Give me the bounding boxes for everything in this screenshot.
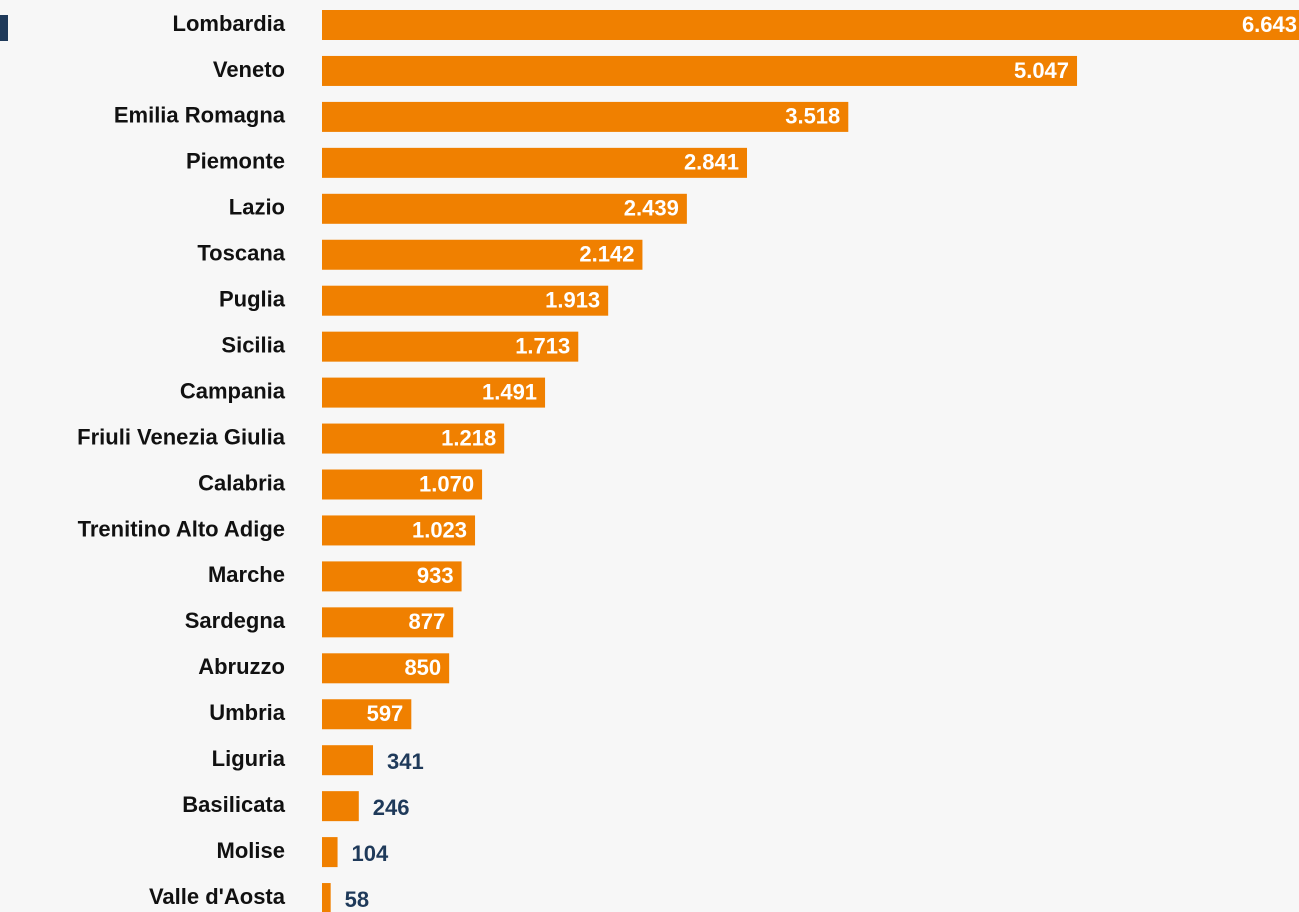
bar bbox=[322, 285, 609, 316]
category-label: Veneto bbox=[213, 57, 285, 82]
bar bbox=[322, 239, 643, 270]
category-label: Trenitino Alto Adige bbox=[78, 516, 285, 541]
value-label: 2.439 bbox=[624, 196, 679, 221]
bar bbox=[322, 469, 483, 500]
category-label: Toscana bbox=[197, 241, 285, 266]
value-label: 3.518 bbox=[785, 104, 840, 129]
bar bbox=[322, 423, 505, 454]
bar bbox=[322, 10, 1299, 40]
category-label: Friuli Venezia Giulia bbox=[77, 424, 286, 449]
category-label: Molise bbox=[217, 838, 285, 863]
bar bbox=[322, 653, 450, 684]
category-label: Puglia bbox=[219, 287, 286, 312]
value-label: 1.713 bbox=[515, 333, 570, 358]
bar bbox=[322, 147, 748, 178]
category-label: Lazio bbox=[229, 195, 285, 220]
category-label: Lombardia bbox=[173, 11, 286, 36]
value-label: 58 bbox=[345, 887, 369, 912]
value-label: 1.023 bbox=[412, 517, 467, 542]
category-label: Valle d'Aosta bbox=[149, 884, 286, 909]
bar bbox=[322, 699, 412, 730]
category-label: Sardegna bbox=[185, 608, 286, 633]
bar bbox=[322, 55, 1078, 86]
category-label: Umbria bbox=[209, 700, 286, 725]
bar bbox=[322, 561, 462, 592]
value-label: 1.218 bbox=[441, 425, 496, 450]
value-label: 850 bbox=[404, 655, 441, 680]
category-label: Campania bbox=[180, 378, 286, 403]
bar bbox=[322, 837, 338, 868]
category-label: Marche bbox=[208, 562, 285, 587]
category-label: Abruzzo bbox=[198, 654, 285, 679]
bar bbox=[322, 193, 687, 224]
corner-marker bbox=[0, 15, 8, 41]
bar bbox=[322, 331, 579, 362]
value-label: 6.643 bbox=[1242, 12, 1297, 37]
value-label: 1.070 bbox=[419, 471, 474, 496]
category-label: Liguria bbox=[212, 746, 286, 771]
value-label: 597 bbox=[367, 701, 404, 726]
value-label: 877 bbox=[408, 609, 445, 634]
category-label: Sicilia bbox=[221, 332, 285, 357]
value-label: 341 bbox=[387, 749, 424, 774]
bar bbox=[322, 607, 454, 638]
bar bbox=[322, 515, 476, 546]
bar bbox=[322, 101, 849, 132]
value-label: 104 bbox=[352, 841, 389, 866]
value-label: 246 bbox=[373, 795, 410, 820]
bar bbox=[322, 745, 374, 776]
category-label: Piemonte bbox=[186, 149, 285, 174]
bar bbox=[322, 883, 331, 912]
value-label: 5.047 bbox=[1014, 58, 1069, 83]
category-label: Emilia Romagna bbox=[114, 103, 286, 128]
value-label: 2.841 bbox=[684, 150, 739, 175]
value-label: 1.913 bbox=[545, 288, 600, 313]
value-label: 2.142 bbox=[579, 242, 634, 267]
value-label: 1.491 bbox=[482, 379, 537, 404]
bar bbox=[322, 791, 359, 822]
category-label: Basilicata bbox=[182, 792, 285, 817]
value-label: 933 bbox=[417, 563, 454, 588]
category-label: Calabria bbox=[198, 470, 286, 495]
bar bbox=[322, 377, 546, 408]
